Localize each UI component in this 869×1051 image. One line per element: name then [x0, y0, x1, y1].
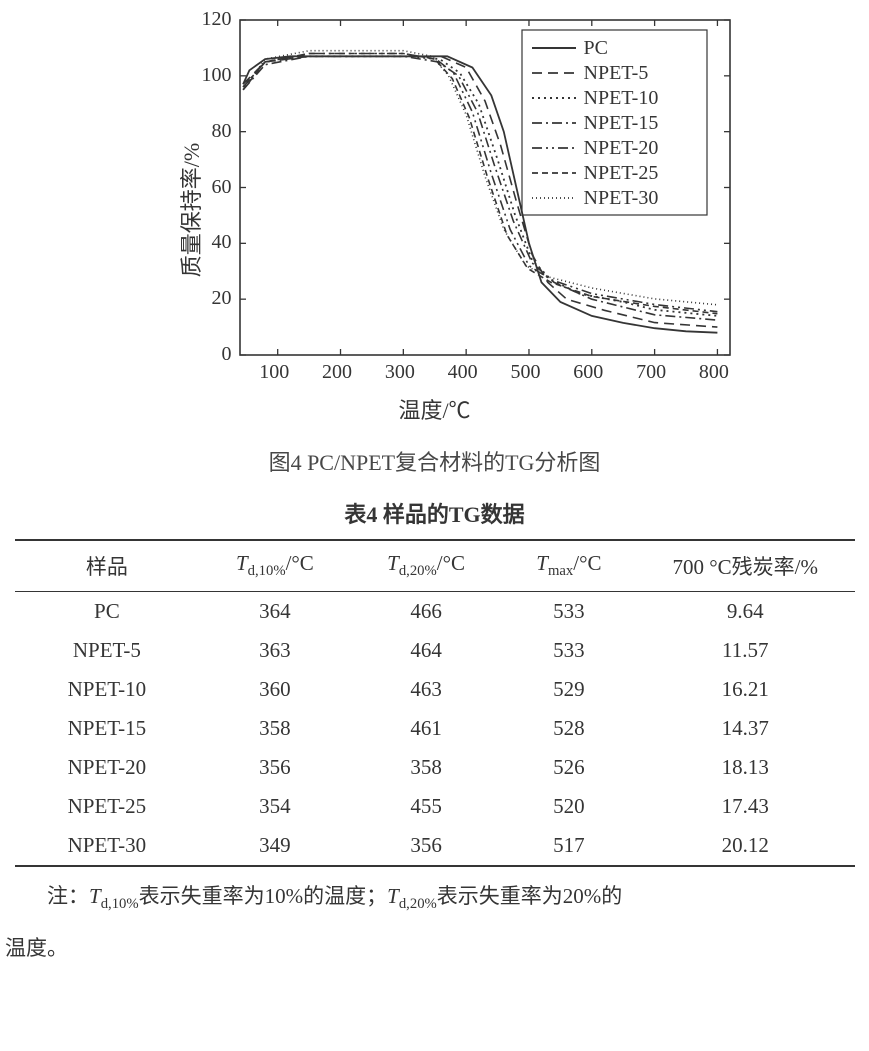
note-text: 表示失重率为20%的: [437, 884, 623, 908]
table-cell: 18.13: [636, 748, 854, 787]
table-cell: 528: [502, 709, 636, 748]
chart-legend: PCNPET-5NPET-10NPET-15NPET-20NPET-25NPET…: [530, 36, 659, 211]
table-header-cell: Tmax/°C: [502, 540, 636, 592]
figure-caption: 图4 PC/NPET复合材料的TG分析图: [5, 445, 864, 477]
table-cell: 14.37: [636, 709, 854, 748]
table-row: NPET-2535445552017.43: [15, 787, 855, 826]
table-cell: 364: [199, 592, 350, 632]
table-cell: 464: [350, 631, 501, 670]
table-cell: 466: [350, 592, 501, 632]
tg-chart: 质量保持率/% 温度/℃ 100200300400500600700800020…: [110, 10, 760, 430]
table-cell: 520: [502, 787, 636, 826]
table-cell: 358: [350, 748, 501, 787]
table-cell: 360: [199, 670, 350, 709]
table-row: NPET-3034935651720.12: [15, 826, 855, 866]
table-cell: 17.43: [636, 787, 854, 826]
table-title: 表4 样品的TG数据: [5, 497, 864, 529]
table-cell: 533: [502, 631, 636, 670]
note-subscript: d,10%: [101, 896, 139, 912]
table-note: 注：Td,10%表示失重率为10%的温度；Td,20%表示失重率为20%的: [47, 877, 852, 919]
note-symbol: T: [89, 884, 101, 908]
table-cell: 517: [502, 826, 636, 866]
table-header-row: 样品Td,10%/°CTd,20%/°CTmax/°C700 °C残炭率/%: [15, 540, 855, 592]
table-cell: 455: [350, 787, 501, 826]
x-axis-label: 温度/℃: [398, 393, 470, 425]
table-cell: NPET-25: [15, 787, 200, 826]
table-cell: 529: [502, 670, 636, 709]
note-symbol: T: [387, 884, 399, 908]
table-cell: 16.21: [636, 670, 854, 709]
table-header-cell: Td,10%/°C: [199, 540, 350, 592]
table-cell: 354: [199, 787, 350, 826]
table-cell: NPET-15: [15, 709, 200, 748]
table-cell: 533: [502, 592, 636, 632]
table-cell: 363: [199, 631, 350, 670]
table-cell: 463: [350, 670, 501, 709]
table-note-line2: 温度。: [5, 929, 852, 969]
table-cell: 461: [350, 709, 501, 748]
table-cell: 20.12: [636, 826, 854, 866]
table-header-cell: 700 °C残炭率/%: [636, 540, 854, 592]
table-cell: 358: [199, 709, 350, 748]
table-row: NPET-1036046352916.21: [15, 670, 855, 709]
table-cell: 11.57: [636, 631, 854, 670]
table-cell: NPET-20: [15, 748, 200, 787]
table-row: PC3644665339.64: [15, 592, 855, 632]
table-cell: 9.64: [636, 592, 854, 632]
table-cell: 356: [350, 826, 501, 866]
table-body: PC3644665339.64NPET-536346453311.57NPET-…: [15, 592, 855, 867]
table-row: NPET-2035635852618.13: [15, 748, 855, 787]
note-subscript: d,20%: [399, 896, 437, 912]
y-axis-label: 质量保持率/%: [174, 143, 206, 277]
table-cell: 526: [502, 748, 636, 787]
tg-data-table: 样品Td,10%/°CTd,20%/°CTmax/°C700 °C残炭率/% P…: [15, 539, 855, 867]
note-prefix: 注：: [47, 884, 89, 908]
table-cell: 356: [199, 748, 350, 787]
table-cell: NPET-10: [15, 670, 200, 709]
table-cell: PC: [15, 592, 200, 632]
table-header-cell: Td,20%/°C: [350, 540, 501, 592]
note-text: 表示失重率为10%的温度；: [139, 884, 388, 908]
table-cell: NPET-5: [15, 631, 200, 670]
table-row: NPET-536346453311.57: [15, 631, 855, 670]
table-header-cell: 样品: [15, 540, 200, 592]
table-cell: NPET-30: [15, 826, 200, 866]
table-cell: 349: [199, 826, 350, 866]
table-row: NPET-1535846152814.37: [15, 709, 855, 748]
